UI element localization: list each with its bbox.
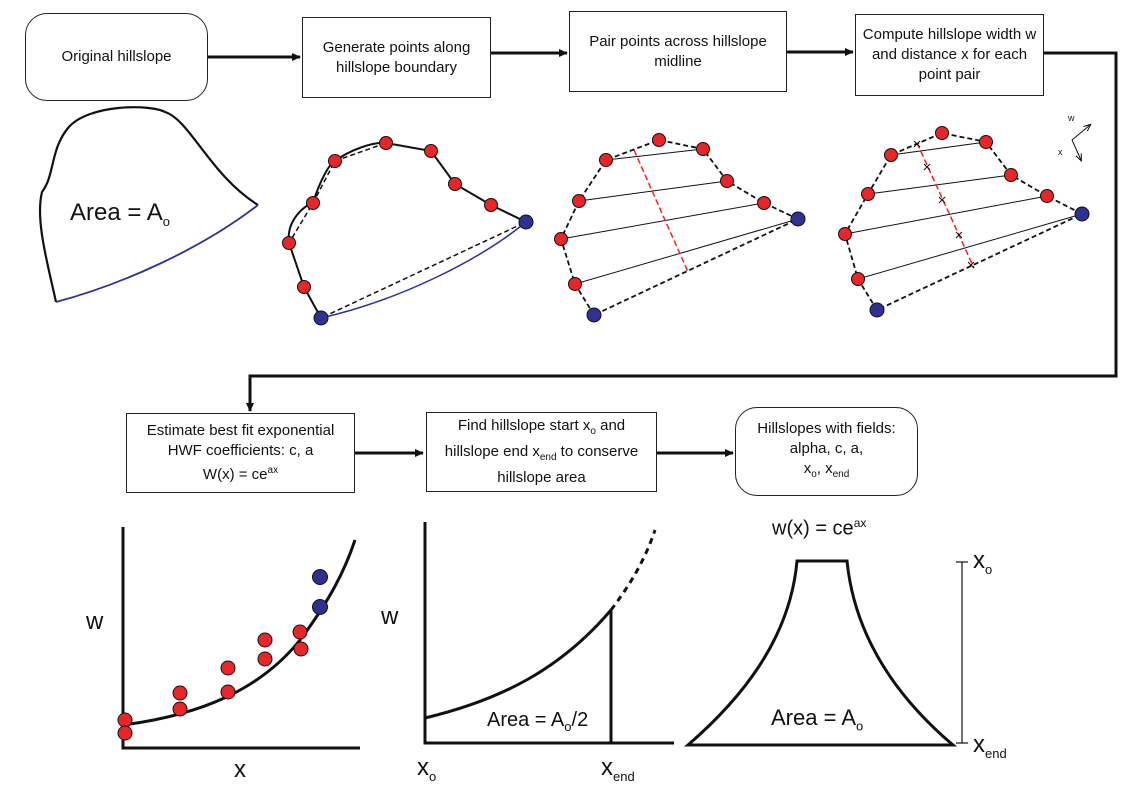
red-point-icon — [851, 272, 865, 286]
local-axes-icon — [1071, 125, 1090, 160]
red-point-icon — [293, 641, 309, 657]
step-generate-points: Generate points along hillslope boundary — [302, 17, 491, 98]
blue-point-icon — [586, 307, 602, 323]
compute-panel — [844, 125, 1090, 311]
area-final-label: Area = Ao — [771, 705, 864, 734]
compute-blue-points — [869, 206, 1090, 318]
boundary-blue-points — [313, 214, 534, 326]
blue-point-icon — [312, 599, 328, 615]
blue-point-icon — [312, 569, 328, 585]
red-point-icon — [117, 712, 133, 728]
red-point-icon — [484, 198, 498, 212]
red-point-icon — [379, 136, 393, 150]
step-original-hillslope: Original hillslope — [25, 13, 208, 101]
axis-label-x-small: x — [1058, 147, 1063, 157]
step-label: Original hillslope — [61, 48, 172, 65]
fit-plot — [121, 527, 360, 750]
area-label-original: Area = Ao — [70, 199, 170, 229]
compute-red-points — [838, 126, 1054, 286]
red-point-icon — [282, 236, 296, 250]
red-point-icon — [306, 196, 320, 210]
step-pair-points: Pair points across hillslope midline — [569, 11, 787, 92]
red-point-icon — [568, 277, 582, 291]
blue-point-icon — [313, 310, 329, 326]
step-label: Estimate best fit exponential HWF coeffi… — [146, 422, 335, 459]
red-point-icon — [757, 196, 771, 210]
flow-arrows — [208, 48, 1118, 457]
start-end-plot — [423, 522, 674, 745]
step-estimate-coefficients: Estimate best fit exponential HWF coeffi… — [126, 413, 355, 493]
red-point-icon — [935, 126, 949, 140]
step-formula: W(x) = ceax — [202, 465, 279, 483]
arrow-icon — [246, 51, 1118, 412]
blue-point-icon — [1074, 206, 1090, 222]
red-point-icon — [1040, 189, 1054, 203]
midline — [916, 142, 975, 269]
pairing-panel — [560, 139, 801, 316]
step-find-start-end: Find hillslope start xo and hillslope en… — [426, 412, 657, 492]
red-point-icon — [838, 227, 852, 241]
red-point-icon — [257, 632, 273, 648]
red-point-icon — [652, 133, 666, 147]
red-point-icon — [292, 624, 308, 640]
final-hillslope-shape — [683, 559, 968, 747]
red-point-icon — [297, 280, 311, 294]
cross-markers — [913, 140, 975, 269]
red-point-icon — [172, 685, 188, 701]
step-label: Pair points across hillslope midline — [589, 32, 767, 70]
red-point-icon — [220, 660, 236, 676]
red-point-icon — [599, 153, 613, 167]
right-x-end-label: xend — [973, 731, 1007, 761]
red-point-icon — [172, 701, 188, 717]
blue-point-icon — [790, 211, 806, 227]
red-point-icon — [424, 144, 438, 158]
boundary-points-panel — [287, 141, 528, 319]
red-point-icon — [448, 177, 462, 191]
step-compute-width: Compute hillslope width w and distance x… — [855, 14, 1044, 96]
step-label: Generate points along hillslope boundary — [322, 38, 471, 76]
red-point-icon — [1004, 168, 1018, 182]
midline — [633, 149, 689, 273]
hwf-curve — [424, 609, 613, 720]
fit-x-axis-label: x — [234, 756, 246, 783]
axis-label-w-small: w — [1068, 113, 1075, 123]
pairing-blue-points — [586, 211, 806, 323]
red-point-icon — [257, 651, 273, 667]
step-label: alpha, c, a, — [789, 439, 864, 457]
step-label: Compute hillslope width w and distance x… — [862, 26, 1037, 83]
red-point-icon — [572, 194, 586, 208]
fit-blue-points — [312, 569, 328, 615]
step-result-fields: Hillslopes with fields: alpha, c, a, xo,… — [735, 407, 918, 496]
red-point-icon — [220, 684, 236, 700]
start-end-y-axis-label: w — [381, 603, 399, 630]
step-label: Find hillslope start xo and hillslope en… — [444, 417, 639, 486]
fit-red-points — [117, 624, 309, 741]
red-point-icon — [696, 142, 710, 156]
step-label: xo, xend — [803, 459, 850, 480]
original-hillslope-shape — [38, 106, 259, 303]
area-half-label: Area = Ao/2 — [487, 709, 589, 734]
red-point-icon — [554, 232, 568, 246]
x-start-label: xo — [417, 754, 437, 784]
red-point-icon — [979, 135, 993, 149]
fit-curve — [122, 539, 357, 727]
blue-point-icon — [869, 302, 885, 318]
blue-point-icon — [518, 214, 534, 230]
red-point-icon — [328, 154, 342, 168]
pairing-red-points — [554, 133, 771, 291]
step-label: Hillslopes with fields: — [757, 419, 896, 437]
boundary-red-points — [282, 136, 498, 294]
right-x-start-label: xo — [973, 547, 993, 577]
red-point-icon — [884, 148, 898, 162]
fit-y-axis-label: w — [86, 608, 104, 635]
red-point-icon — [720, 174, 734, 188]
red-point-icon — [861, 187, 875, 201]
x-end-label: xend — [601, 754, 635, 784]
red-point-icon — [117, 725, 133, 741]
hwf-formula: w(x) = ceax — [772, 516, 867, 540]
